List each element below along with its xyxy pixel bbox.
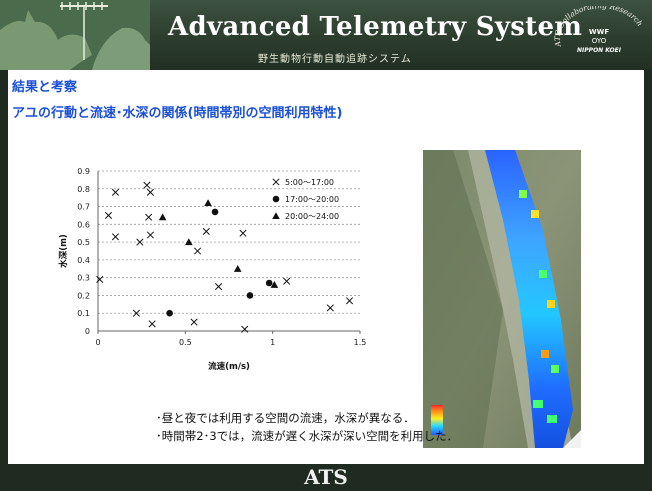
data-point-circle <box>211 208 219 216</box>
app-subtitle: 野生動物行動自動追跡システム <box>258 54 412 65</box>
note-line-2: ･時間帯2･3では，流速が遅く水深が深い空間を利用した． <box>156 429 459 443</box>
legend-label: 5:00～17:00 <box>285 178 334 187</box>
collab-ring-icon: ATS Collaborating Research <box>553 6 645 48</box>
slide-title: アユの行動と流速･水深の関係(時間帯別の空間利用特性) <box>12 106 343 121</box>
slide-content: 結果と考察 アユの行動と流速･水深の関係(時間帯別の空間利用特性) 0 0.1 0.… <box>8 70 644 464</box>
wildlife-silhouette-icon <box>0 0 150 70</box>
legend-marker <box>272 212 280 220</box>
data-point-circle <box>265 279 273 287</box>
x-tick-label: 0.5 <box>179 338 192 347</box>
data-point-circle <box>166 309 173 317</box>
scatter-chart: 0 0.1 0.2 0.3 0.4 0.5 0.6 0.7 0.8 0.9 0 0.5 1 1.5 流速(m… <box>58 167 367 372</box>
y-tick-label: 0 <box>85 327 90 336</box>
data-point-x <box>345 297 354 305</box>
header-banner: Advanced Telemetry System 野生動物行動自動追跡システム… <box>0 0 652 70</box>
legend-marker <box>272 195 280 203</box>
wwf-logo: WWF <box>588 28 610 36</box>
y-tick-label: 0.9 <box>77 167 90 176</box>
data-point-x <box>145 213 153 221</box>
data-point-x <box>283 277 291 285</box>
data-point-x <box>202 227 210 235</box>
data-point-x <box>214 283 223 291</box>
footer-bar: ATS <box>0 464 652 491</box>
y-tick-label: 0.5 <box>77 238 90 247</box>
y-tick-label: 0.4 <box>77 256 90 265</box>
section-title: 結果と考察 <box>12 80 78 95</box>
oyo-logo: OYO <box>591 37 607 45</box>
y-tick-label: 0.6 <box>77 220 90 229</box>
data-point-triangle <box>204 199 212 207</box>
y-tick-label: 0.8 <box>77 185 90 194</box>
x-axis-label: 流速(m/s) <box>208 361 250 372</box>
data-point-triangle <box>233 264 242 272</box>
data-point-triangle <box>185 238 193 246</box>
habitat-map <box>423 150 581 448</box>
y-tick-label: 0.1 <box>77 309 90 318</box>
data-point-x <box>136 238 144 246</box>
data-point-x <box>241 325 249 333</box>
y-tick-label: 0.2 <box>77 291 90 300</box>
data-point-x <box>190 318 198 326</box>
x-tick-label: 0 <box>95 338 100 347</box>
x-tick-label: 1 <box>270 338 275 347</box>
data-point-x <box>96 275 104 283</box>
data-point-triangle <box>270 280 279 288</box>
data-point-circle <box>246 292 254 299</box>
color-scale-bar <box>431 405 443 435</box>
data-point-x <box>146 188 154 196</box>
nippon-koei-logo: NIPPON KOEI <box>577 47 621 54</box>
data-point-x <box>326 304 334 312</box>
legend-label: 17:00～20:00 <box>285 195 339 204</box>
note-line-1: ･昼と夜では利用する空間の流速，水深が異なる． <box>156 411 415 425</box>
footer-logo: ATS <box>304 465 348 489</box>
data-point-triangle <box>158 213 167 221</box>
y-axis-label: 水深(m) <box>58 234 69 269</box>
collaboration-logo: ATS Collaborating Research WWF OYO NIPPO… <box>553 6 645 64</box>
data-point-x <box>104 211 113 219</box>
legend-marker <box>272 178 280 186</box>
legend-label: 20:00～24:00 <box>285 212 339 221</box>
y-tick-label: 0.3 <box>77 274 90 283</box>
app-title: Advanced Telemetry System <box>168 12 583 42</box>
data-point-x <box>146 231 154 239</box>
data-point-x <box>111 233 120 241</box>
data-point-x <box>132 309 140 317</box>
x-tick-label: 1.5 <box>354 338 367 347</box>
data-point-x <box>111 188 120 196</box>
data-point-x <box>194 247 202 255</box>
y-tick-label: 0.7 <box>77 203 90 212</box>
data-point-x <box>148 320 156 328</box>
data-point-x <box>143 181 151 189</box>
data-point-x <box>239 229 247 237</box>
